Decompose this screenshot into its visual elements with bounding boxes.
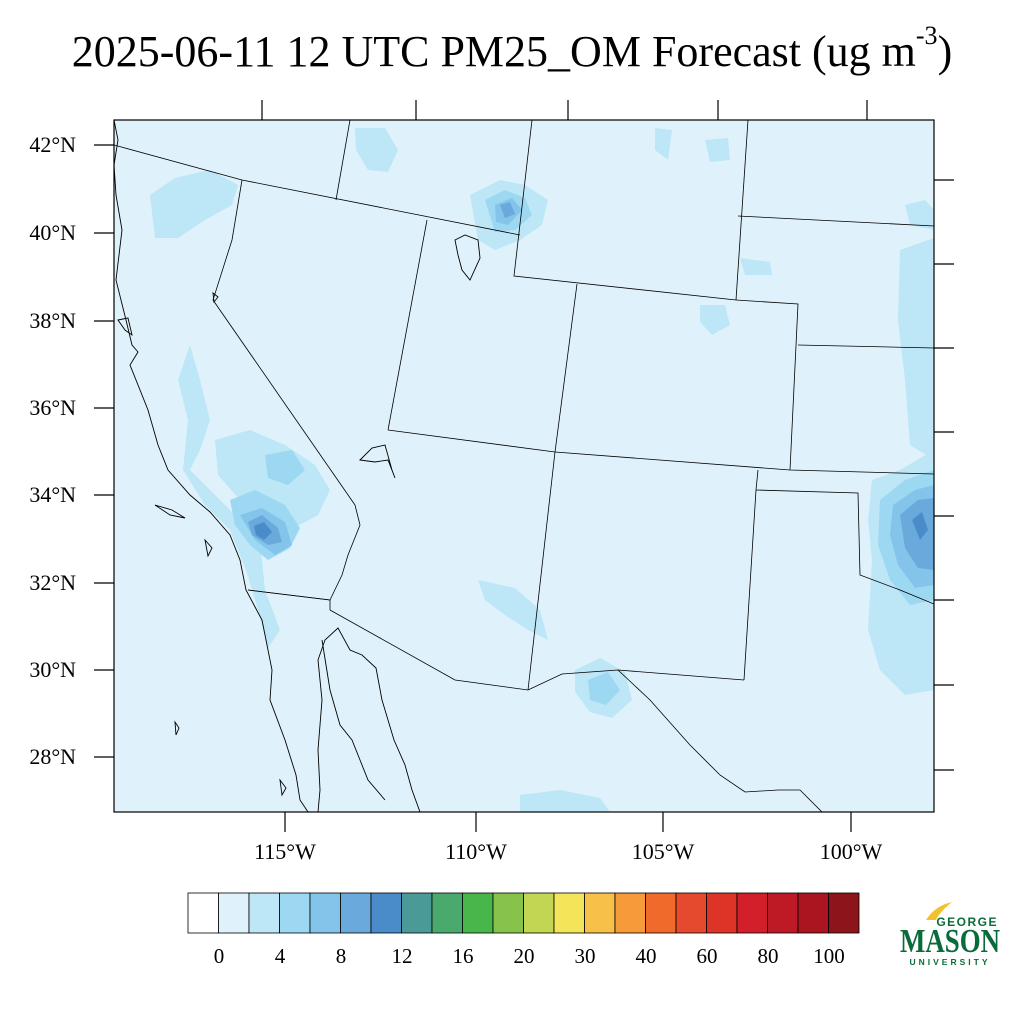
- george-mason-logo: GEORGE MASON UNIVERSITY: [900, 902, 1000, 967]
- colorbar-cell: [492, 892, 524, 934]
- colorbar-cell: [645, 892, 677, 934]
- lon-label-105w: 105°W: [631, 839, 695, 864]
- bottom-ticks: [284, 812, 852, 832]
- lon-label-115w: 115°W: [254, 839, 316, 864]
- logo-swoosh-icon: [926, 902, 952, 920]
- lat-label-42n: 42°N: [29, 132, 76, 157]
- right-ticks: [934, 179, 954, 771]
- colorbar-cell: [706, 892, 738, 934]
- lat-label-28n: 28°N: [29, 744, 76, 769]
- logo-george: GEORGE: [936, 915, 998, 929]
- concentration-level-8-10: [248, 202, 934, 570]
- colorbar-cell: [584, 892, 616, 934]
- international-border: [247, 589, 823, 812]
- top-ticks: [261, 100, 868, 120]
- title-text: 2025-06-11 12 UTC PM25_OM Forecast (ug m: [71, 27, 916, 76]
- colorbar-label: 12: [391, 944, 413, 968]
- colorbar-label: 80: [757, 944, 779, 968]
- colorbar-cell: [523, 892, 555, 934]
- title-close: ): [937, 27, 953, 76]
- concentration-level-10-12: [254, 512, 928, 540]
- colorbar-cell: [797, 892, 829, 934]
- lon-label-110w: 110°W: [445, 839, 507, 864]
- colorbar-label: 100: [813, 944, 845, 968]
- colorbar: [187, 892, 860, 934]
- colorbar-cell: [675, 892, 707, 934]
- colorbar-cell: [828, 892, 860, 934]
- colorbar-label: 30: [574, 944, 596, 968]
- logo-mason: MASON: [900, 923, 1000, 960]
- title-superscript: -3: [915, 21, 938, 50]
- left-ticks: [94, 144, 114, 758]
- colorbar-cell: [340, 892, 372, 934]
- lat-label-38n: 38°N: [29, 308, 76, 333]
- lat-label-32n: 32°N: [29, 570, 76, 595]
- colorbar-cell: [553, 892, 585, 934]
- lon-label-100w: 100°W: [819, 839, 883, 864]
- colorbar-label: 8: [335, 944, 347, 968]
- colorbar-cell: [248, 892, 280, 934]
- colorbar-label: 0: [213, 944, 225, 968]
- colorbar-label: 20: [513, 944, 535, 968]
- colorbar-cell: [218, 892, 250, 934]
- colorbar-cell: [767, 892, 799, 934]
- colorbar-cell: [401, 892, 433, 934]
- lat-label-34n: 34°N: [29, 482, 76, 507]
- colorbar-cell: [370, 892, 402, 934]
- colorbar-cell: [614, 892, 646, 934]
- state-boundaries: [114, 120, 934, 691]
- colorbar-cell: [187, 892, 219, 934]
- coastline: [114, 120, 481, 812]
- map-frame: [113, 119, 935, 813]
- colorbar-label: 40: [635, 944, 657, 968]
- colorbar-cell: [279, 892, 311, 934]
- colorbar-label: 60: [696, 944, 718, 968]
- colorbar-cell: [431, 892, 463, 934]
- concentration-field: [150, 128, 934, 812]
- map-title: 2025-06-11 12 UTC PM25_OM Forecast (ug m…: [0, 21, 1024, 80]
- colorbar-cell: [462, 892, 494, 934]
- lat-label-30n: 30°N: [29, 657, 76, 682]
- colorbar-label: 4: [274, 944, 286, 968]
- logo-university: UNIVERSITY: [909, 957, 990, 967]
- colorbar-label: 16: [452, 944, 474, 968]
- lat-label-36n: 36°N: [29, 395, 76, 420]
- colorbar-cell: [736, 892, 768, 934]
- lat-label-40n: 40°N: [29, 220, 76, 245]
- colorbar-cell: [309, 892, 341, 934]
